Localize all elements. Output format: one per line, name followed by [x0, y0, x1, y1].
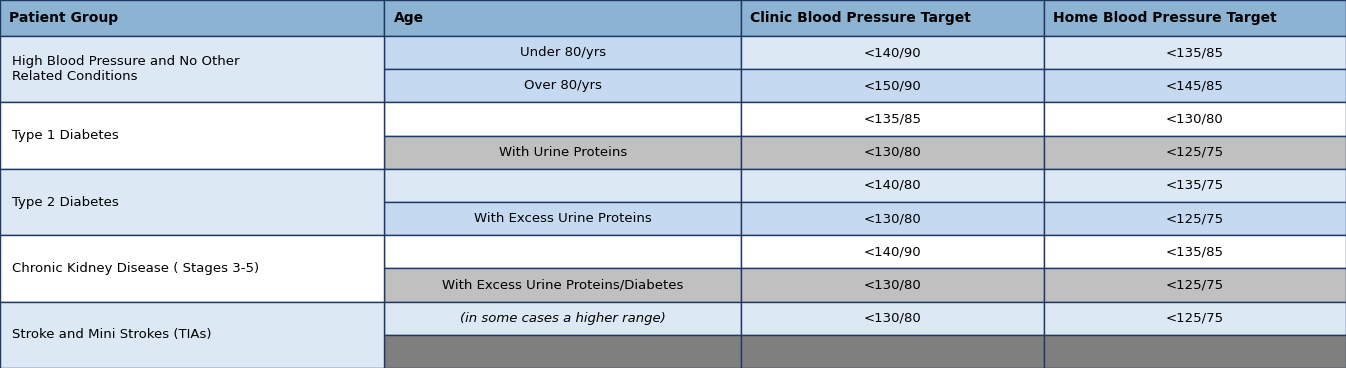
Text: <130/80: <130/80	[1166, 113, 1224, 125]
Text: <135/75: <135/75	[1166, 179, 1224, 192]
Bar	[740, 102, 1043, 136]
Bar	[385, 235, 740, 268]
Text: With Excess Urine Proteins: With Excess Urine Proteins	[474, 212, 651, 225]
Bar	[740, 235, 1043, 268]
Bar	[0, 102, 385, 169]
Text: Chronic Kidney Disease ( Stages 3-5): Chronic Kidney Disease ( Stages 3-5)	[12, 262, 260, 275]
Text: <130/80: <130/80	[864, 312, 921, 325]
Text: <135/85: <135/85	[863, 113, 922, 125]
Text: <140/80: <140/80	[864, 179, 921, 192]
Text: <125/75: <125/75	[1166, 212, 1224, 225]
Text: <125/75: <125/75	[1166, 146, 1224, 159]
Bar	[740, 0, 1043, 36]
Bar	[1043, 102, 1346, 136]
Bar	[385, 102, 740, 136]
Bar	[740, 69, 1043, 102]
Bar	[385, 302, 740, 335]
Bar	[1043, 36, 1346, 69]
Bar	[385, 169, 740, 202]
Text: Patient Group: Patient Group	[9, 11, 118, 25]
Bar	[1043, 136, 1346, 169]
Bar	[385, 136, 740, 169]
Bar	[0, 0, 385, 36]
Text: Clinic Blood Pressure Target: Clinic Blood Pressure Target	[751, 11, 972, 25]
Bar	[1043, 0, 1346, 36]
Text: <125/75: <125/75	[1166, 312, 1224, 325]
Text: <140/90: <140/90	[864, 46, 921, 59]
Bar	[1043, 69, 1346, 102]
Bar	[1043, 235, 1346, 268]
Text: <145/85: <145/85	[1166, 79, 1224, 92]
Text: <135/85: <135/85	[1166, 245, 1224, 258]
Bar	[0, 302, 385, 368]
Bar	[385, 268, 740, 302]
Text: With Excess Urine Proteins/Diabetes: With Excess Urine Proteins/Diabetes	[441, 279, 684, 291]
Bar	[0, 169, 385, 235]
Bar	[740, 335, 1043, 368]
Bar	[740, 302, 1043, 335]
Text: (in some cases a higher range): (in some cases a higher range)	[460, 312, 665, 325]
Bar	[0, 235, 385, 302]
Text: Under 80/yrs: Under 80/yrs	[520, 46, 606, 59]
Bar	[385, 0, 740, 36]
Text: With Urine Proteins: With Urine Proteins	[498, 146, 627, 159]
Bar	[1043, 302, 1346, 335]
Bar	[740, 169, 1043, 202]
Text: Type 2 Diabetes: Type 2 Diabetes	[12, 195, 118, 209]
Text: <135/85: <135/85	[1166, 46, 1224, 59]
Text: <125/75: <125/75	[1166, 279, 1224, 291]
Text: <140/90: <140/90	[864, 245, 921, 258]
Text: Home Blood Pressure Target: Home Blood Pressure Target	[1053, 11, 1277, 25]
Text: High Blood Pressure and No Other
Related Conditions: High Blood Pressure and No Other Related…	[12, 55, 240, 83]
Bar	[1043, 335, 1346, 368]
Bar	[740, 202, 1043, 235]
Text: Stroke and Mini Strokes (TIAs): Stroke and Mini Strokes (TIAs)	[12, 328, 211, 341]
Bar	[385, 69, 740, 102]
Text: Age: Age	[393, 11, 424, 25]
Bar	[1043, 202, 1346, 235]
Bar	[385, 335, 740, 368]
Bar	[1043, 169, 1346, 202]
Text: <130/80: <130/80	[864, 146, 921, 159]
Text: <150/90: <150/90	[864, 79, 921, 92]
Text: <130/80: <130/80	[864, 279, 921, 291]
Bar	[385, 36, 740, 69]
Bar	[740, 36, 1043, 69]
Bar	[385, 202, 740, 235]
Text: Over 80/yrs: Over 80/yrs	[524, 79, 602, 92]
Text: Type 1 Diabetes: Type 1 Diabetes	[12, 129, 118, 142]
Bar	[0, 36, 385, 102]
Bar	[740, 268, 1043, 302]
Text: <130/80: <130/80	[864, 212, 921, 225]
Bar	[740, 136, 1043, 169]
Bar	[1043, 268, 1346, 302]
